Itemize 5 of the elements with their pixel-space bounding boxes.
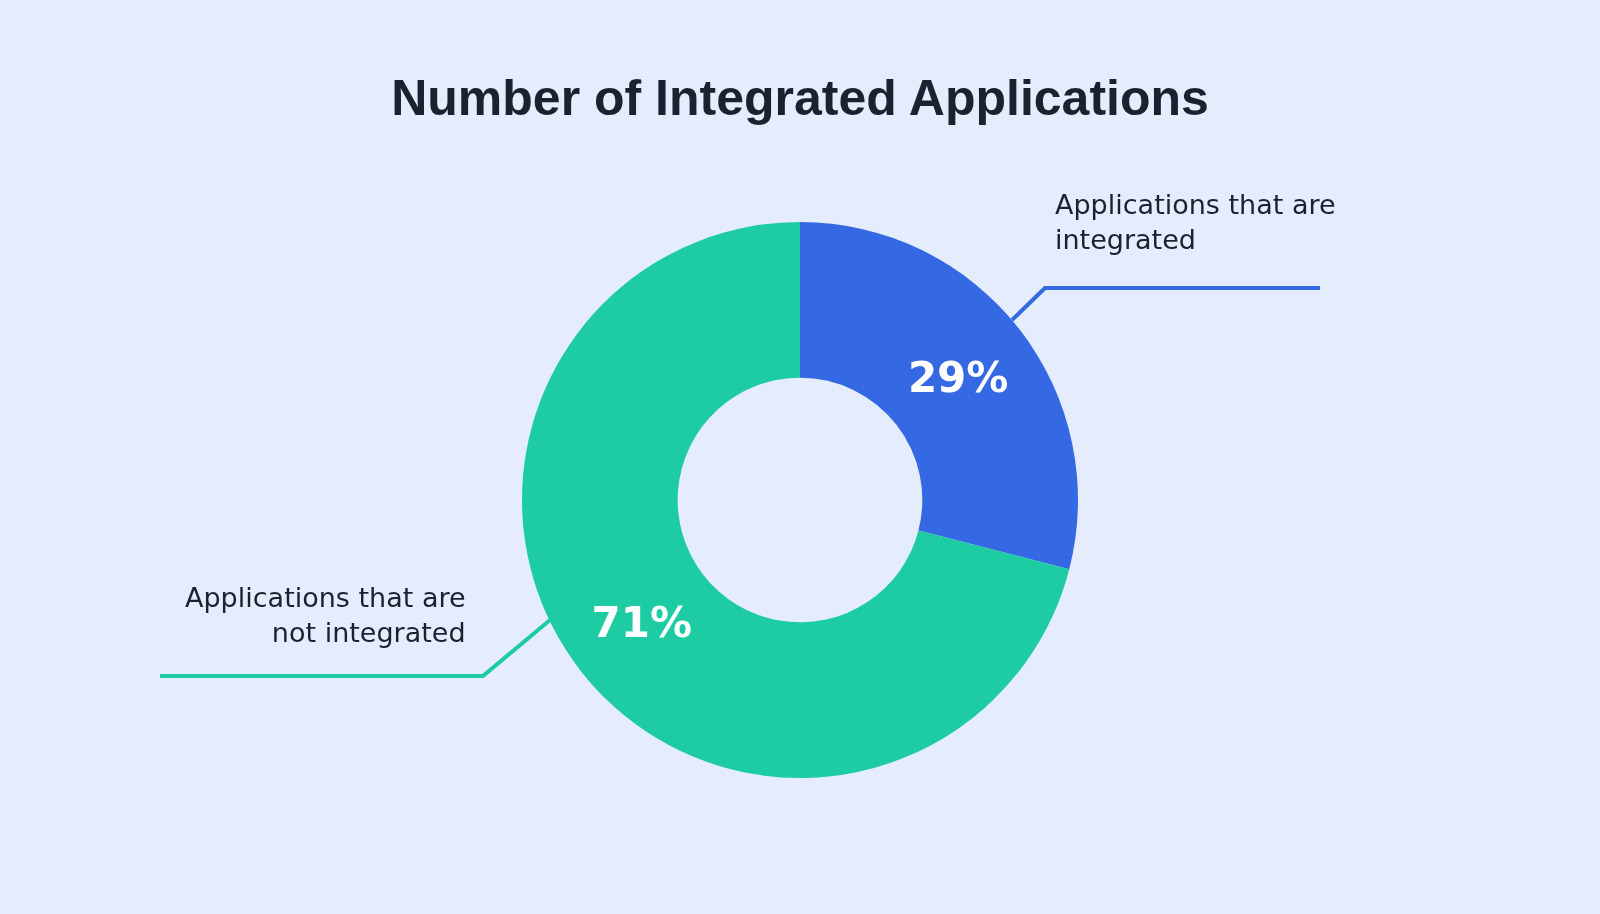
- data-label: 29%: [907, 352, 1009, 402]
- data-label: 71%: [591, 598, 693, 648]
- chart-title: Number of Integrated Applications: [391, 69, 1209, 126]
- slice-label: Applications that are not integrated: [185, 582, 466, 649]
- slice-label: Applications that are integrated: [1055, 189, 1336, 256]
